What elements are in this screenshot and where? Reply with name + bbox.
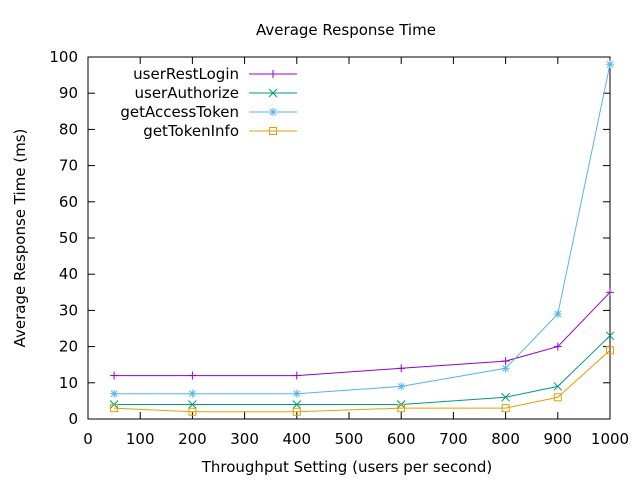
y-tick-label: 0 <box>68 410 78 428</box>
legend: userRestLoginuserAuthorizegetAccessToken… <box>120 65 297 140</box>
x-tick-label: 600 <box>387 430 416 448</box>
y-tick-label: 70 <box>59 157 78 175</box>
x-tick-label: 800 <box>491 430 520 448</box>
legend-label: userRestLogin <box>133 65 239 83</box>
series-user-authorize <box>109 331 615 409</box>
series-user-rest-login <box>110 288 614 380</box>
legend-marker <box>269 70 277 78</box>
data-point <box>606 346 614 355</box>
data-point <box>501 357 510 366</box>
legend-label: getTokenInfo <box>143 122 239 140</box>
data-point <box>606 288 614 297</box>
x-tick-label: 100 <box>126 430 155 448</box>
data-point <box>501 404 510 413</box>
y-tick-label: 50 <box>59 229 78 247</box>
data-point <box>110 404 119 413</box>
data-point <box>553 382 563 391</box>
data-point <box>292 407 301 416</box>
legend-marker <box>269 127 277 135</box>
x-tick-label: 0 <box>83 430 93 448</box>
legend-label: getAccessToken <box>120 103 239 121</box>
data-point <box>501 364 510 373</box>
x-tick-label: 900 <box>543 430 572 448</box>
x-axis-ticks: 0 100 200 300 400 500 600 700 800 900 1000 <box>83 57 629 448</box>
legend-label: userAuthorize <box>135 84 240 102</box>
y-tick-label: 100 <box>49 48 78 66</box>
series-get-token-info <box>110 346 614 416</box>
y-tick-label: 30 <box>59 301 78 319</box>
y-tick-label: 60 <box>59 193 78 211</box>
legend-marker <box>268 88 278 98</box>
x-tick-label: 1000 <box>591 430 629 448</box>
y-tick-label: 90 <box>59 84 78 102</box>
y-axis-label: Average Response Time (ms) <box>11 129 29 348</box>
data-point <box>553 393 562 402</box>
data-point <box>606 60 614 69</box>
data-point <box>553 342 562 351</box>
x-tick-label: 700 <box>439 430 468 448</box>
x-tick-label: 200 <box>178 430 207 448</box>
data-point <box>397 364 406 373</box>
data-point <box>397 382 406 391</box>
y-tick-label: 10 <box>59 374 78 392</box>
chart-title: Average Response Time <box>256 21 436 39</box>
data-point <box>292 389 301 398</box>
x-axis-label: Throughput Setting (users per second) <box>201 458 493 476</box>
data-point <box>605 331 615 341</box>
y-tick-label: 80 <box>59 120 78 138</box>
data-point <box>553 310 562 319</box>
series-line <box>114 349 611 413</box>
y-axis-ticks: 0 10 20 30 40 50 60 70 80 90 100 <box>49 48 610 428</box>
y-tick-label: 20 <box>59 338 78 356</box>
data-point <box>188 407 197 416</box>
series-get-access-token <box>110 60 614 398</box>
data-point <box>188 389 197 398</box>
data-point <box>188 371 197 380</box>
data-point <box>397 404 406 413</box>
legend-marker <box>269 108 277 116</box>
x-tick-label: 300 <box>230 430 259 448</box>
data-point <box>110 389 119 398</box>
data-point <box>292 400 302 409</box>
x-tick-label: 400 <box>282 430 311 448</box>
data-point <box>188 400 197 409</box>
x-tick-label: 500 <box>335 430 364 448</box>
data-point <box>501 392 510 402</box>
y-tick-label: 40 <box>59 265 78 283</box>
data-point <box>110 371 119 380</box>
data-point <box>292 371 301 380</box>
series-line <box>114 291 611 377</box>
plot-series <box>109 60 615 416</box>
